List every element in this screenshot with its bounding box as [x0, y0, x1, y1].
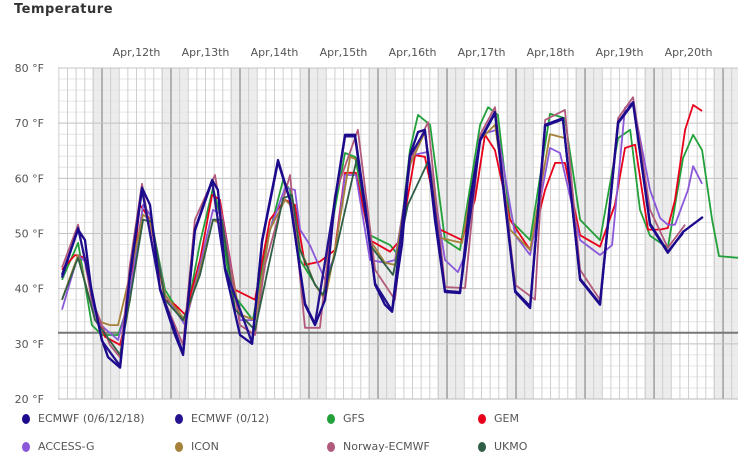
legend-item[interactable]: ECMWF (0/6/12/18)	[22, 412, 145, 425]
legend-item[interactable]: GEM	[478, 412, 519, 425]
day-label: Apr,20th	[665, 46, 713, 59]
legend: ECMWF (0/6/12/18) ECMWF (0/12) GFS GEM ACCES…	[0, 405, 740, 460]
legend-label: ICON	[191, 440, 219, 453]
legend-item[interactable]: GFS	[327, 412, 365, 425]
legend-marker-icon	[22, 413, 30, 424]
legend-label: Norway-ECMWF	[343, 440, 430, 453]
legend-label: GEM	[494, 412, 519, 425]
legend-item[interactable]: UKMO	[478, 440, 527, 453]
legend-item[interactable]: ACCESS-G	[22, 440, 95, 453]
series-line-ukmo	[61, 156, 429, 356]
day-label: Apr,16th	[389, 46, 437, 59]
y-tick-label: 20 °F	[15, 393, 44, 405]
chart-title: Temperature	[14, 2, 114, 17]
legend-marker-icon	[478, 441, 486, 452]
temperature-chart: 20 °F 30 °F 40 °F 50 °F 60 °F 70 °F 80 °F Apr,1…	[15, 46, 739, 405]
day-label: Apr,17th	[458, 46, 506, 59]
day-label: Apr,15th	[320, 46, 368, 59]
legend-item[interactable]: Norway-ECMWF	[327, 440, 430, 453]
legend-marker-icon	[22, 441, 30, 452]
legend-label: ACCESS-G	[38, 440, 95, 453]
series-line-ecmwf-0-6-12-18-	[60, 101, 704, 369]
legend-marker-icon	[327, 441, 335, 452]
y-tick-label: 80 °F	[15, 62, 44, 75]
legend-marker-icon	[327, 413, 335, 424]
day-label: Apr,19th	[596, 46, 644, 59]
legend-label: UKMO	[494, 440, 528, 453]
y-tick-label: 60 °F	[15, 172, 44, 185]
legend-item[interactable]: ECMWF (0/12)	[175, 412, 269, 425]
legend-item[interactable]: ICON	[175, 440, 219, 453]
legend-marker-icon	[175, 413, 183, 424]
day-label: Apr,12th	[113, 46, 161, 59]
day-label: Apr,18th	[527, 46, 575, 59]
y-tick-label: 30 °F	[15, 338, 44, 351]
day-label: Apr,13th	[182, 46, 230, 59]
legend-label: GFS	[343, 412, 365, 425]
legend-label: ECMWF (0/6/12/18)	[38, 412, 145, 425]
legend-marker-icon	[478, 413, 486, 424]
y-tick-label: 50 °F	[15, 228, 44, 241]
day-label: Apr,14th	[251, 46, 299, 59]
legend-label: ECMWF (0/12)	[191, 412, 270, 425]
y-tick-label: 40 °F	[15, 283, 44, 296]
y-tick-label: 70 °F	[15, 117, 44, 130]
legend-marker-icon	[175, 441, 183, 452]
